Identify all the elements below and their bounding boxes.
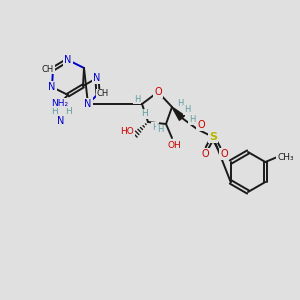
Text: H: H: [189, 116, 195, 124]
Text: H: H: [51, 106, 57, 116]
Text: H: H: [157, 125, 163, 134]
Text: H: H: [134, 94, 140, 103]
Text: S: S: [209, 132, 217, 142]
Text: O: O: [220, 149, 228, 159]
Text: H: H: [141, 110, 147, 118]
Text: OH: OH: [167, 140, 181, 149]
Text: N: N: [48, 82, 56, 92]
Text: N: N: [93, 73, 101, 83]
Text: NH₂: NH₂: [51, 98, 69, 107]
Text: CH: CH: [42, 64, 54, 74]
Text: H: H: [152, 122, 158, 131]
Text: N: N: [84, 99, 92, 109]
Text: H: H: [64, 106, 71, 116]
Text: O: O: [154, 87, 162, 97]
Text: N: N: [57, 116, 65, 126]
Text: H: H: [177, 100, 183, 109]
Polygon shape: [172, 107, 184, 120]
Text: CH: CH: [97, 89, 109, 98]
Text: N: N: [64, 55, 72, 65]
Text: CH₃: CH₃: [277, 152, 294, 161]
Text: HO: HO: [120, 127, 134, 136]
Text: H: H: [184, 106, 190, 115]
Text: O: O: [201, 149, 209, 159]
Text: O: O: [197, 120, 205, 130]
